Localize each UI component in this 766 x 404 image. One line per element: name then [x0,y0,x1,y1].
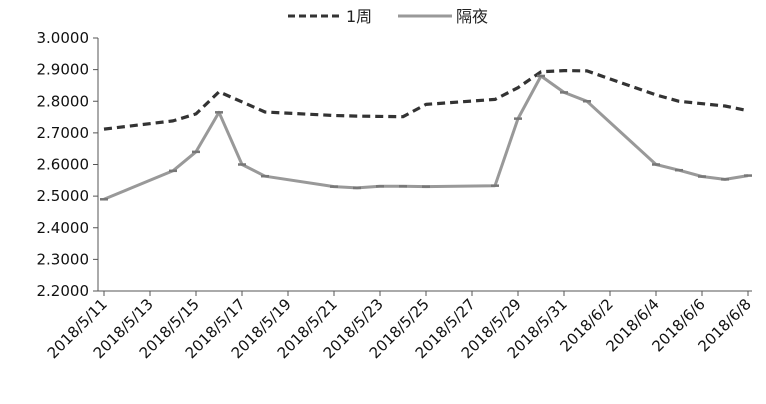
series-layer [100,68,752,201]
y-tick-label: 2.4000 [37,219,90,237]
series-line-1week [103,68,749,131]
y-tick-label: 2.8000 [37,92,90,110]
legend: 1周 隔夜 [288,7,488,26]
x-ticks: 2018/5/112018/5/132018/5/152018/5/172018… [44,291,755,362]
y-tick-label: 2.2000 [37,282,90,300]
legend-label-1week: 1周 [346,7,372,26]
y-tick-label: 2.7000 [37,124,90,142]
y-tick-label: 2.9000 [37,61,90,79]
y-tick-label: 2.5000 [37,187,90,205]
y-tick-label: 2.6000 [37,156,90,174]
legend-label-overnight: 隔夜 [456,7,488,26]
y-ticks: 2.2000 2.3000 2.4000 2.5000 2.6000 2.7000 2.80… [37,29,98,300]
y-tick-label: 3.0000 [37,29,90,47]
y-tick-label: 2.3000 [37,250,90,268]
